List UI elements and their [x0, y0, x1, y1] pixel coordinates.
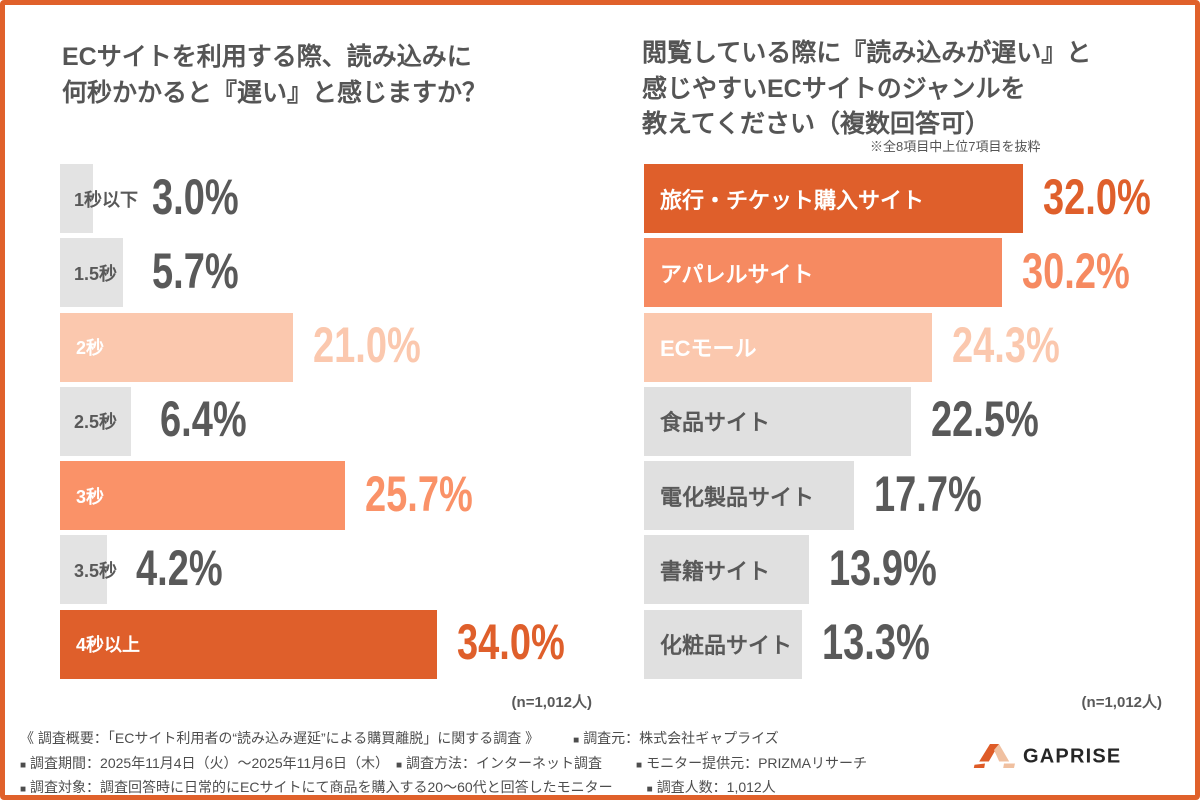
svg-text:GAPRISE: GAPRISE: [1023, 746, 1121, 768]
